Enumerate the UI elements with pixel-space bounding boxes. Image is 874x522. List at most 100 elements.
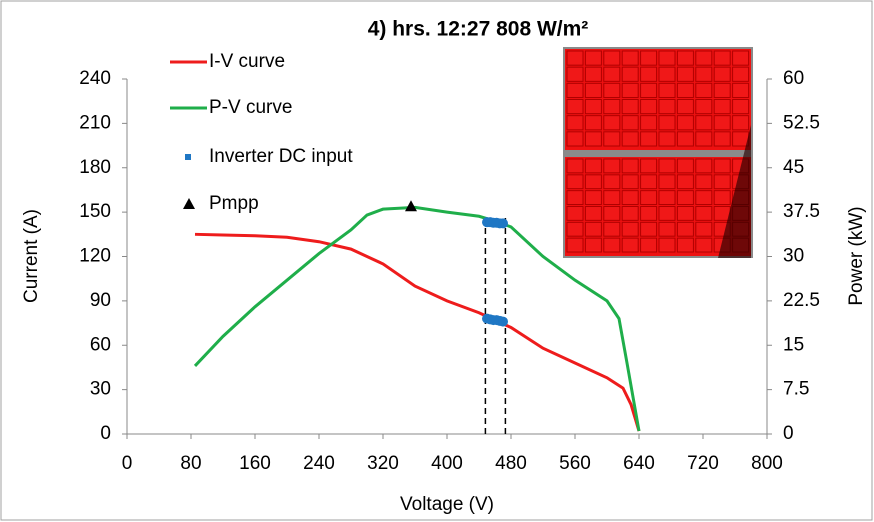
x-tick-label: 400	[431, 453, 463, 474]
panel-cell	[584, 174, 602, 190]
panel-cell	[603, 50, 621, 66]
panel-cell	[584, 115, 602, 131]
panel-cell	[566, 66, 584, 82]
panel-cell	[695, 66, 713, 82]
panel-cell	[566, 206, 584, 221]
panel-cell	[676, 131, 694, 147]
panel-cell	[658, 66, 676, 82]
panel-cell	[584, 66, 602, 82]
panel-cell	[713, 190, 731, 206]
panel-cell	[713, 174, 731, 190]
panel-cell	[658, 190, 676, 206]
y-tick-label: 30	[90, 379, 111, 400]
panel-cell	[695, 190, 713, 206]
panel-cell	[584, 206, 602, 221]
panel-cell	[658, 221, 676, 237]
panel-cell	[640, 206, 658, 221]
panel-cell	[695, 237, 713, 253]
x-tick-label: 800	[751, 453, 783, 474]
x-tick-label: 320	[367, 453, 399, 474]
panel-cell	[713, 66, 731, 82]
y2-axis-label: Power (kW)	[846, 206, 867, 305]
x-tick-label: 160	[239, 453, 271, 474]
panel-cell	[695, 50, 713, 66]
panel-cell	[640, 221, 658, 237]
panel-cell	[713, 115, 731, 131]
line	[193, 205, 641, 432]
y-tick-label: 240	[79, 68, 111, 89]
panel-cell	[584, 82, 602, 99]
x-tick-label: 240	[303, 453, 335, 474]
panel-cell	[566, 221, 584, 237]
y2-tick-label: 37.5	[783, 201, 820, 222]
panel-cell	[732, 82, 750, 99]
y-tick-label: 0	[100, 423, 111, 444]
panel-cell	[640, 158, 658, 174]
panel-cell	[603, 237, 621, 253]
panel-cell	[621, 158, 639, 174]
legend-label: P-V curve	[209, 97, 292, 118]
legend-swatch	[185, 154, 191, 160]
panel-cell	[603, 66, 621, 82]
panel-cell	[584, 99, 602, 115]
y2-tick-label: 7.5	[783, 379, 809, 400]
panel-cell	[621, 221, 639, 237]
panel-cell	[640, 66, 658, 82]
panel-cell	[603, 206, 621, 221]
panel-cell	[566, 190, 584, 206]
panel-cell	[713, 50, 731, 66]
panel-cell	[621, 82, 639, 99]
panel-cell	[732, 66, 750, 82]
panel-cell	[566, 131, 584, 147]
x-tick-label: 720	[687, 453, 719, 474]
panel-cell	[603, 82, 621, 99]
panel-cell	[695, 99, 713, 115]
panel-cell	[566, 237, 584, 253]
panel-cell	[658, 50, 676, 66]
panel-cell	[621, 206, 639, 221]
marker	[405, 200, 417, 212]
y-tick-label: 150	[79, 201, 111, 222]
panel-cell	[695, 82, 713, 99]
panel-cell	[603, 190, 621, 206]
y-tick-label: 210	[79, 112, 111, 133]
panel-cell	[732, 99, 750, 115]
panel-cell	[566, 158, 584, 174]
y2-tick-label: 22.5	[783, 290, 820, 311]
panel-cell	[584, 190, 602, 206]
panel-cell	[713, 158, 731, 174]
panel-cell	[603, 158, 621, 174]
panel-cell	[640, 99, 658, 115]
panel-cell	[621, 190, 639, 206]
panel-cell	[732, 50, 750, 66]
panel-cell	[676, 237, 694, 253]
point	[498, 316, 508, 327]
legend-label: I-V curve	[209, 51, 285, 72]
x-axis-label: Voltage (V)	[400, 494, 494, 515]
legend-label: Pmpp	[209, 193, 259, 214]
panel-cell	[584, 158, 602, 174]
y2-tick-label: 60	[783, 68, 804, 89]
panel-cell	[621, 50, 639, 66]
panel-cell	[566, 115, 584, 131]
panel-cell	[713, 131, 731, 147]
panel-cell	[658, 82, 676, 99]
panel-cell	[658, 237, 676, 253]
panel-cell	[584, 237, 602, 253]
panel-cell	[621, 99, 639, 115]
panel-cell	[676, 66, 694, 82]
panel-cell	[584, 131, 602, 147]
panel-cell	[640, 131, 658, 147]
panel-cell	[566, 50, 584, 66]
panel-cell	[566, 99, 584, 115]
panel-cell	[658, 174, 676, 190]
panel-cell	[640, 50, 658, 66]
panel-cell	[676, 190, 694, 206]
y2-tick-label: 45	[783, 157, 804, 178]
panel-cell	[695, 206, 713, 221]
panel-cell	[695, 115, 713, 131]
panel-cell	[621, 174, 639, 190]
panel-cell	[621, 131, 639, 147]
panel-shade	[718, 125, 751, 258]
